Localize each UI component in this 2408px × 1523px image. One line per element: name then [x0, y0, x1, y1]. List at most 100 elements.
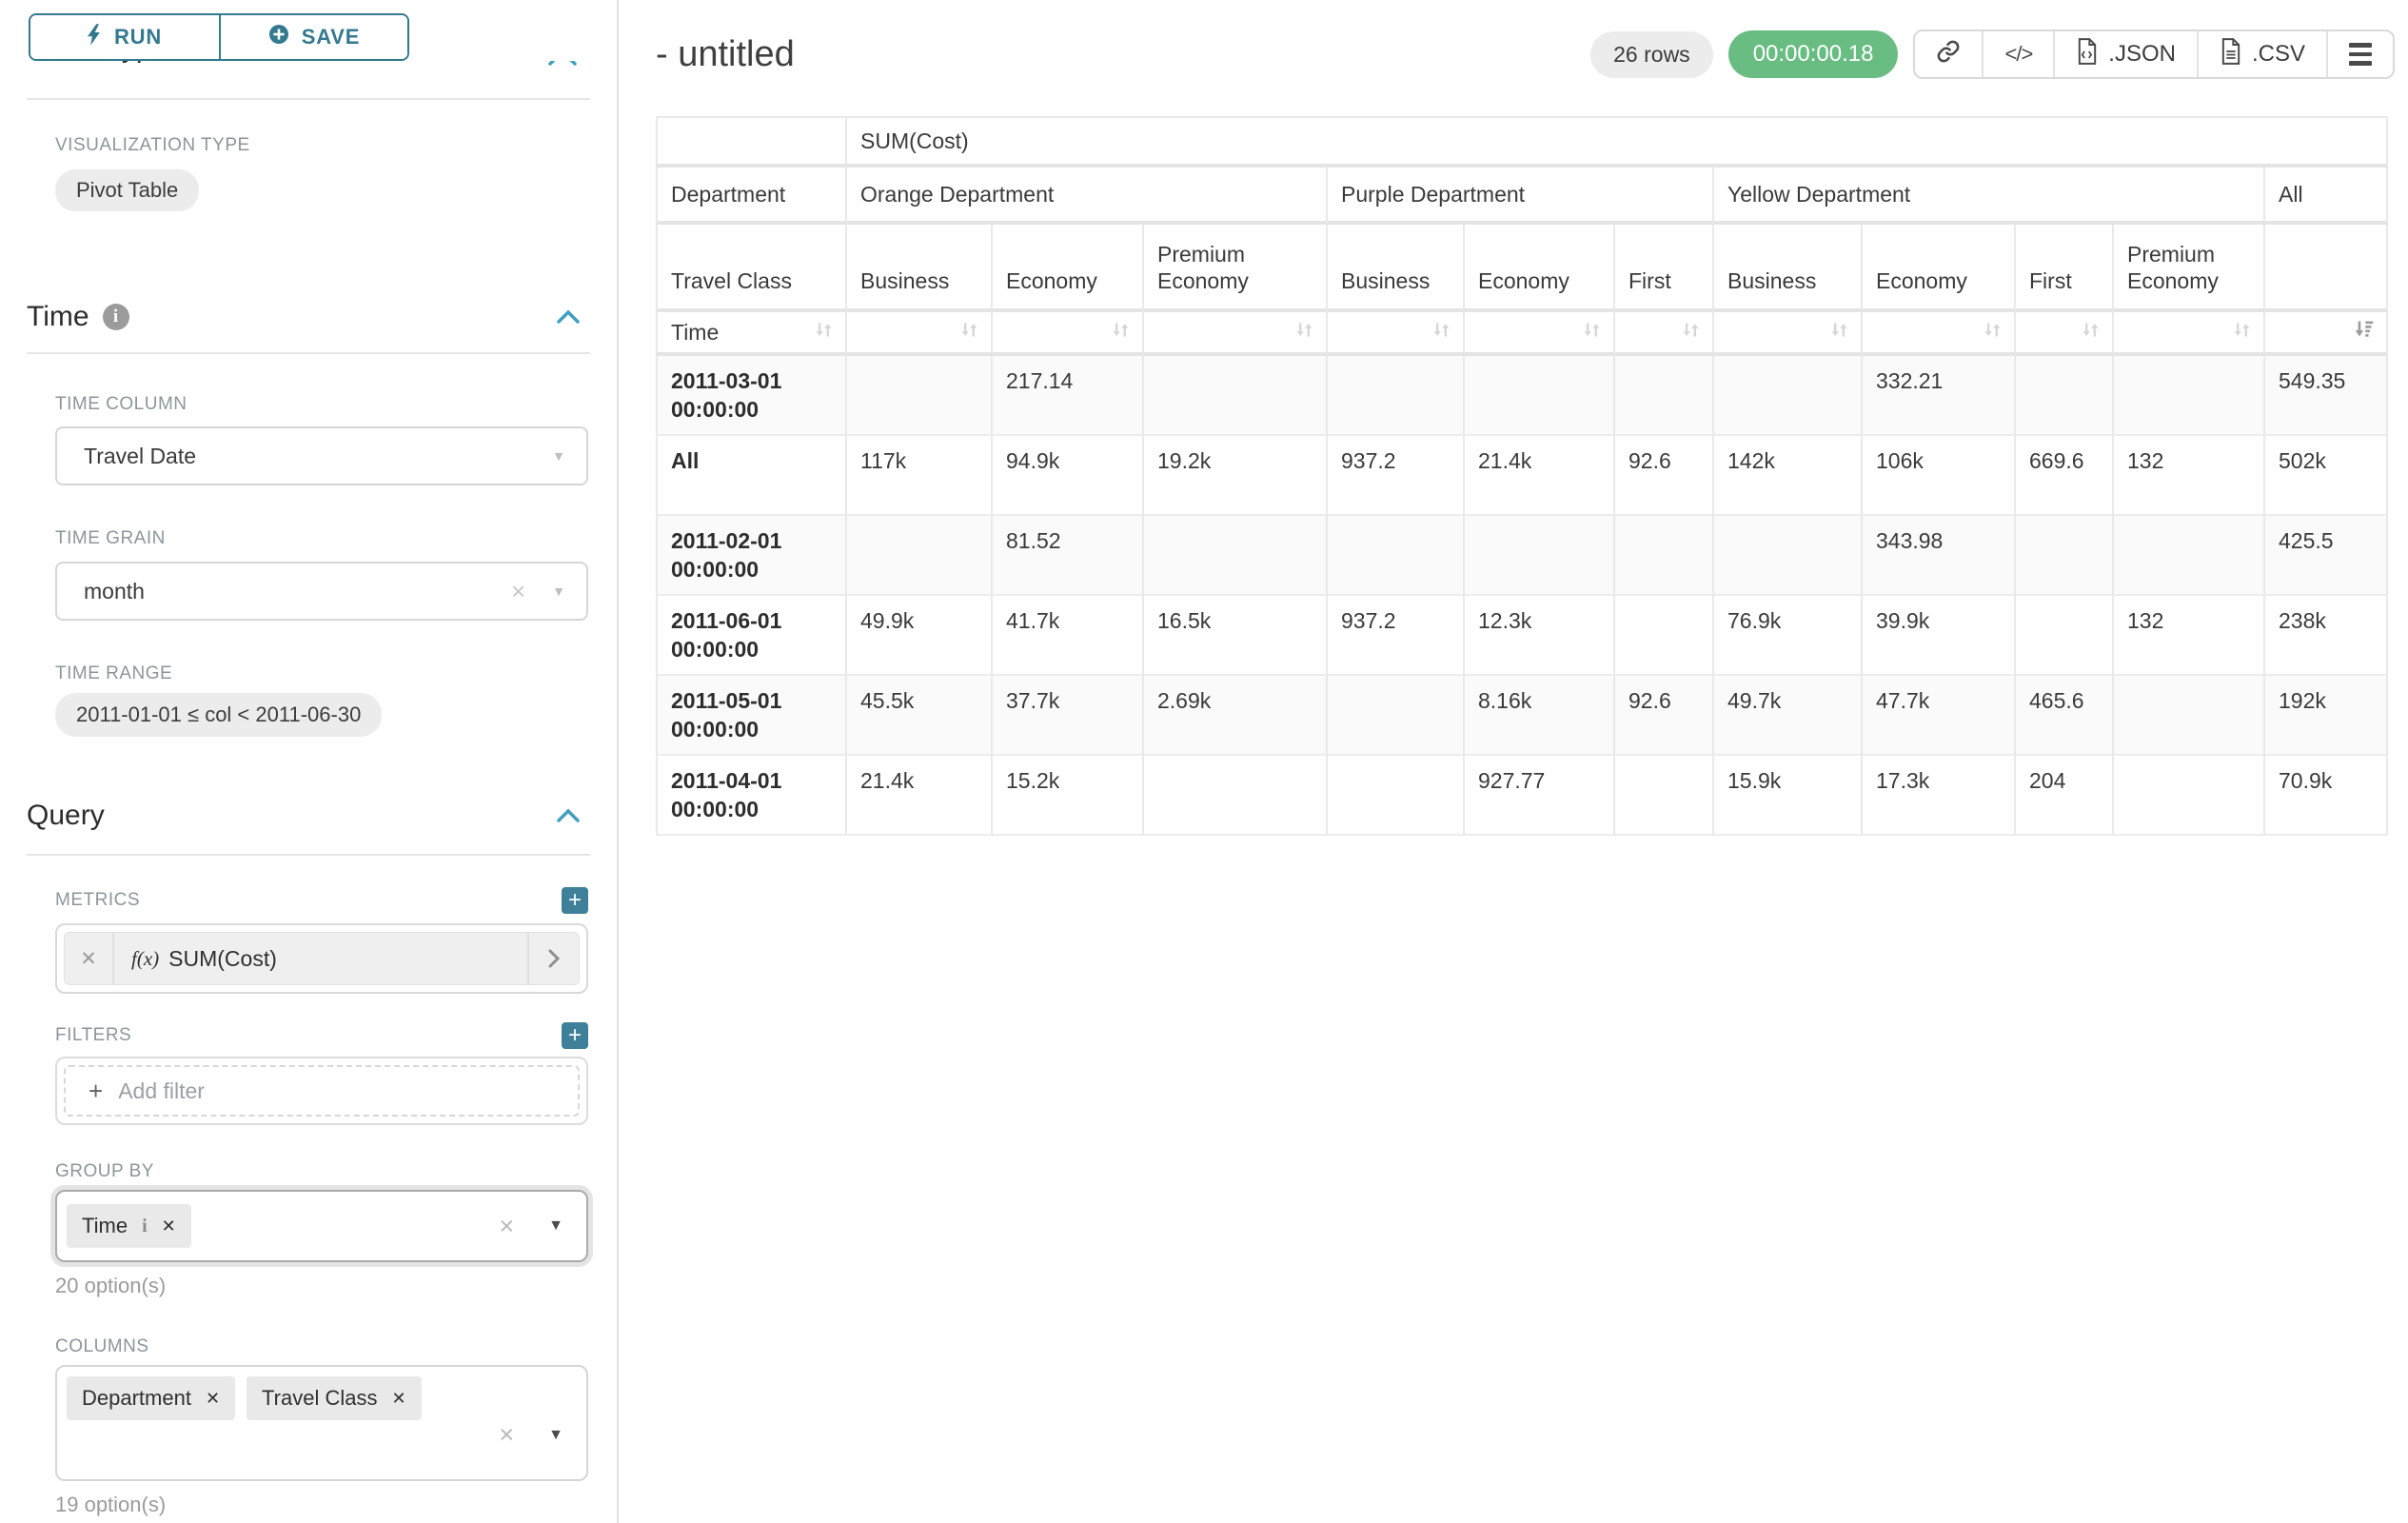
cell: 49.7k — [1714, 676, 1863, 756]
table-row: 2011-03-01 00:00:00 217.14 332.21 549.35 — [656, 356, 2388, 436]
sort-icon[interactable] — [959, 320, 979, 346]
cell — [1615, 596, 1714, 676]
columns-options-count: 19 option(s) — [55, 1493, 167, 1516]
metric-pill[interactable]: ✕ f(x) SUM(Cost) — [64, 932, 580, 985]
cell — [1615, 756, 1714, 836]
cell: 425.5 — [2265, 516, 2388, 596]
plus-circle-icon — [268, 24, 289, 50]
add-filter-dropzone[interactable]: + Add filter — [64, 1065, 580, 1117]
sort-cell-content — [1157, 320, 1314, 346]
column-header: Economy — [1465, 225, 1615, 312]
sort-icon[interactable] — [1431, 320, 1451, 346]
cell: 2.69k — [1144, 676, 1328, 756]
cell — [2114, 516, 2265, 596]
remove-pill-icon[interactable]: ✕ — [205, 1388, 221, 1408]
sort-icon[interactable] — [1582, 320, 1602, 346]
viz-type-value-pill[interactable]: Pivot Table — [55, 169, 200, 211]
table-row: 2011-02-01 00:00:00 81.52 343.98 425.5 — [656, 516, 2388, 596]
sort-icon[interactable] — [1294, 320, 1314, 346]
time-grain-select[interactable]: month × ▼ — [55, 562, 588, 621]
column-header: Economy — [1863, 225, 2016, 312]
clear-all-icon[interactable]: × — [499, 1211, 515, 1240]
table-row: 2011-04-01 00:00:00 21.4k 15.2k 927.77 15.9k… — [656, 756, 2388, 836]
sort-icon[interactable] — [814, 320, 834, 346]
sort-cell — [1863, 312, 2016, 356]
menu-button[interactable] — [2326, 31, 2393, 77]
pivot-table-container: SUM(Cost) Department Orange Department Purp… — [656, 116, 2396, 836]
cell: 92.6 — [1615, 436, 1714, 516]
sort-icon[interactable] — [2232, 320, 2252, 346]
row-header: 2011-03-01 00:00:00 — [656, 356, 847, 436]
cell: 19.2k — [1144, 436, 1328, 516]
save-button[interactable]: SAVE — [219, 15, 407, 59]
sort-desc-icon[interactable] — [2354, 319, 2375, 346]
caret-down-icon: ▼ — [552, 448, 565, 464]
cell: 92.6 — [1615, 676, 1714, 756]
sort-icon[interactable] — [2081, 320, 2101, 346]
cell — [1144, 756, 1328, 836]
chevron-up-icon[interactable] — [556, 309, 581, 325]
sort-cell — [1465, 312, 1615, 356]
column-header: Business — [847, 225, 993, 312]
cell: 132 — [2114, 436, 2265, 516]
chevron-up-icon[interactable] — [556, 808, 581, 823]
sort-cell — [2265, 312, 2388, 356]
cell: 217.14 — [993, 356, 1144, 436]
cell: 502k — [2265, 436, 2388, 516]
chevron-right-icon[interactable] — [527, 933, 579, 984]
section-divider — [27, 854, 590, 856]
run-button[interactable]: RUN — [30, 15, 219, 59]
cell: 117k — [847, 436, 993, 516]
caret-down-icon[interactable]: ▼ — [548, 1426, 563, 1443]
add-metric-button[interactable]: + — [562, 887, 588, 914]
sort-cell-content — [1727, 320, 1849, 346]
sort-icon[interactable] — [1829, 320, 1849, 346]
columns-select[interactable]: Department ✕ Travel Class ✕ × ▼ — [55, 1365, 588, 1481]
cell — [2016, 516, 2114, 596]
time-range-value-pill[interactable]: 2011-01-01 ≤ col < 2011-06-30 — [55, 693, 383, 737]
table-row: 2011-06-01 00:00:00 49.9k 41.7k 16.5k 937.2 1… — [656, 596, 2388, 676]
cell: 76.9k — [1714, 596, 1863, 676]
view-query-button[interactable]: </> — [1982, 31, 2053, 77]
section-divider — [27, 352, 590, 354]
sort-icon[interactable] — [1681, 320, 1701, 346]
cell — [1328, 676, 1465, 756]
clear-all-icon[interactable]: × — [499, 1420, 515, 1449]
table-row: All 117k 94.9k 19.2k 937.2 21.4k 92.6 142k 106k 6… — [656, 436, 2388, 516]
filters-label: FILTERS — [55, 1025, 132, 1045]
remove-pill-icon[interactable]: ✕ — [161, 1216, 176, 1236]
sort-cell-content: Time — [671, 320, 834, 346]
export-json-button[interactable]: .JSON — [2053, 31, 2197, 77]
chart-title[interactable]: - untitled — [656, 33, 795, 74]
cell — [1714, 356, 1863, 436]
cell: 16.5k — [1144, 596, 1328, 676]
remove-pill-icon[interactable]: ✕ — [391, 1388, 406, 1408]
sort-cell-content — [1876, 320, 2003, 346]
query-timer-badge: 00:00:00.18 — [1727, 30, 1899, 78]
column-group-header: Yellow Department — [1714, 168, 2265, 225]
time-column-select[interactable]: Travel Date ▼ — [55, 426, 588, 485]
caret-down-icon[interactable]: ▼ — [548, 1217, 563, 1234]
sort-icon[interactable] — [1111, 320, 1131, 346]
add-filter-button[interactable]: + — [562, 1022, 588, 1049]
bolt-icon — [87, 23, 102, 51]
row-count-badge: 26 rows — [1590, 30, 1713, 78]
cell: 37.7k — [993, 676, 1144, 756]
sort-icon[interactable] — [1983, 320, 2003, 346]
column-header: Premium Economy — [2114, 225, 2265, 312]
row-header: 2011-05-01 00:00:00 — [656, 676, 847, 756]
group-by-select[interactable]: Time i ✕ × ▼ — [55, 1190, 588, 1262]
time-section-header: Time i — [27, 301, 581, 333]
export-csv-button[interactable]: .CSV — [2196, 31, 2326, 77]
sort-cell — [1615, 312, 1714, 356]
columns-pill[interactable]: Travel Class ✕ — [247, 1376, 422, 1420]
columns-pill[interactable]: Department ✕ — [67, 1376, 236, 1420]
group-by-pill[interactable]: Time i ✕ — [67, 1204, 191, 1248]
clear-icon[interactable]: × — [510, 577, 526, 605]
cell: 21.4k — [1465, 436, 1615, 516]
share-link-button[interactable] — [1915, 31, 1982, 77]
cell — [1328, 756, 1465, 836]
cell: 106k — [1863, 436, 2016, 516]
remove-metric-icon[interactable]: ✕ — [65, 933, 114, 984]
